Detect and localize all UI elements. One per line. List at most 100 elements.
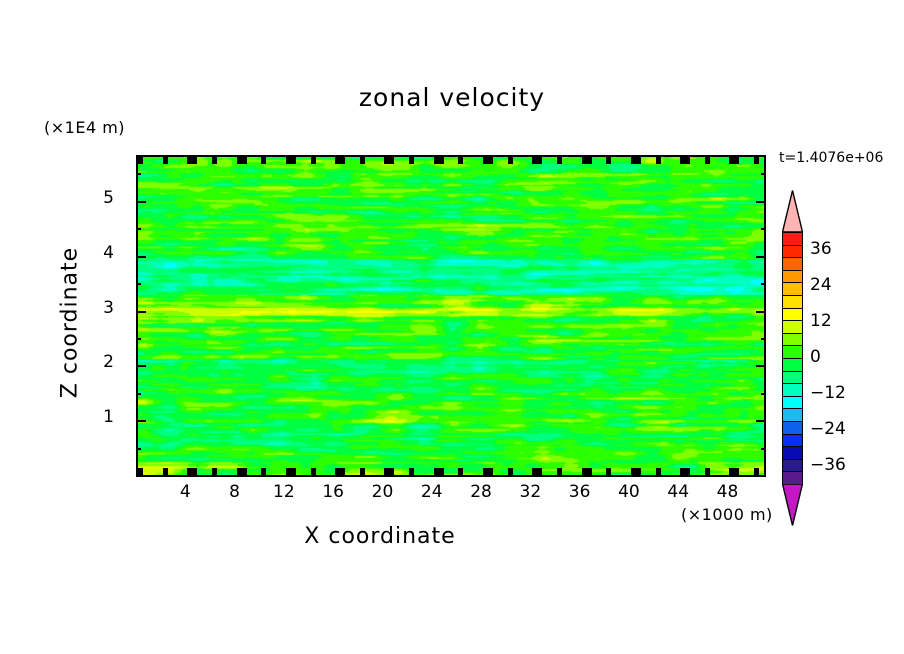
tick-mark <box>458 468 464 477</box>
tick-mark <box>754 468 760 477</box>
colorbar-band <box>782 471 803 485</box>
tick-mark <box>136 475 141 477</box>
tick-mark <box>761 228 766 231</box>
y-tick-label: 2 <box>103 352 114 373</box>
y-tick-label: 3 <box>103 297 114 318</box>
tick-mark <box>211 468 217 477</box>
contour-field <box>138 157 764 475</box>
time-annotation: t=1.4076e+06 <box>779 150 884 166</box>
tick-mark <box>211 155 217 164</box>
colorbar-band <box>782 421 803 435</box>
tick-mark <box>761 392 766 395</box>
tick-mark <box>310 468 316 477</box>
tick-mark <box>187 468 198 477</box>
tick-mark <box>136 420 146 423</box>
tick-mark <box>236 155 247 164</box>
tick-mark <box>285 468 296 477</box>
tick-mark <box>680 468 691 477</box>
tick-mark <box>261 155 267 164</box>
x-tick-label: 12 <box>273 482 295 502</box>
colorbar-tick-label: −12 <box>810 383 846 403</box>
tick-mark <box>729 155 740 164</box>
colorbar-band <box>782 458 803 473</box>
tick-mark <box>754 155 760 164</box>
colorbar-band <box>782 345 803 359</box>
tick-mark <box>136 392 141 395</box>
colorbar-band <box>782 383 803 397</box>
tick-mark <box>261 468 267 477</box>
tick-mark <box>136 200 146 203</box>
tick-mark <box>655 468 661 477</box>
tick-mark <box>138 468 143 477</box>
x-tick-label: 36 <box>568 482 591 502</box>
tick-mark <box>136 173 141 176</box>
colorbar-band <box>782 320 803 334</box>
colorbar-band <box>782 232 803 246</box>
colorbar-band <box>782 408 803 422</box>
tick-mark <box>458 155 464 164</box>
tick-mark <box>136 255 146 258</box>
tick-mark <box>761 447 766 450</box>
tick-mark <box>136 337 141 340</box>
tick-mark <box>285 155 296 164</box>
colorbar-tick-label: 0 <box>810 347 821 367</box>
tick-mark <box>187 155 198 164</box>
tick-mark <box>704 155 710 164</box>
tick-mark <box>409 155 415 164</box>
colorbar-band <box>782 370 803 385</box>
tick-mark <box>761 173 766 176</box>
colorbar-band <box>782 295 803 309</box>
y-axis-title: Z coordinate <box>57 246 83 399</box>
tick-mark <box>756 310 766 313</box>
colorbar-tick-label: 12 <box>810 311 832 331</box>
tick-mark <box>556 155 562 164</box>
tick-mark <box>756 365 766 368</box>
tick-mark <box>136 283 141 286</box>
colorbar-band <box>782 244 803 259</box>
x-axis-title: X coordinate <box>304 524 456 549</box>
tick-mark <box>729 468 740 477</box>
tick-mark <box>409 468 415 477</box>
tick-mark <box>704 468 710 477</box>
tick-mark <box>433 155 444 164</box>
tick-mark <box>483 468 494 477</box>
colorbar-band <box>782 269 803 284</box>
tick-mark <box>756 255 766 258</box>
colorbar-band <box>782 307 803 322</box>
colorbar-tick-label: −36 <box>810 455 846 475</box>
tick-mark <box>532 468 543 477</box>
colorbar-band <box>782 358 803 372</box>
tick-mark <box>138 155 143 164</box>
x-tick-label: 16 <box>322 482 344 502</box>
tick-mark <box>756 420 766 423</box>
tick-mark <box>162 155 168 164</box>
tick-mark <box>680 155 691 164</box>
plot-area <box>136 155 766 477</box>
x-tick-label: 4 <box>179 482 191 502</box>
colorbar-tick-label: −24 <box>810 419 846 439</box>
tick-mark <box>761 337 766 340</box>
tick-mark <box>136 310 146 313</box>
colorbar-band <box>782 433 803 448</box>
tick-mark <box>310 155 316 164</box>
tick-mark <box>384 155 395 164</box>
x-tick-label: 32 <box>519 482 542 502</box>
tick-mark <box>236 468 247 477</box>
tick-mark <box>136 228 141 231</box>
colorbar-tick-label: 24 <box>810 275 832 295</box>
tick-mark <box>136 365 146 368</box>
x-units-label: (×1000 m) <box>681 505 773 524</box>
tick-mark <box>761 475 766 477</box>
tick-mark <box>483 155 494 164</box>
tick-mark <box>630 155 641 164</box>
colorbar <box>782 190 803 526</box>
tick-mark <box>606 155 612 164</box>
tick-mark <box>507 468 513 477</box>
colorbar-tick-label: 36 <box>810 239 832 259</box>
tick-mark <box>581 468 592 477</box>
x-tick-label: 8 <box>229 482 240 502</box>
tick-mark <box>507 155 513 164</box>
colorbar-band <box>782 395 803 410</box>
y-tick-label: 4 <box>103 242 114 263</box>
